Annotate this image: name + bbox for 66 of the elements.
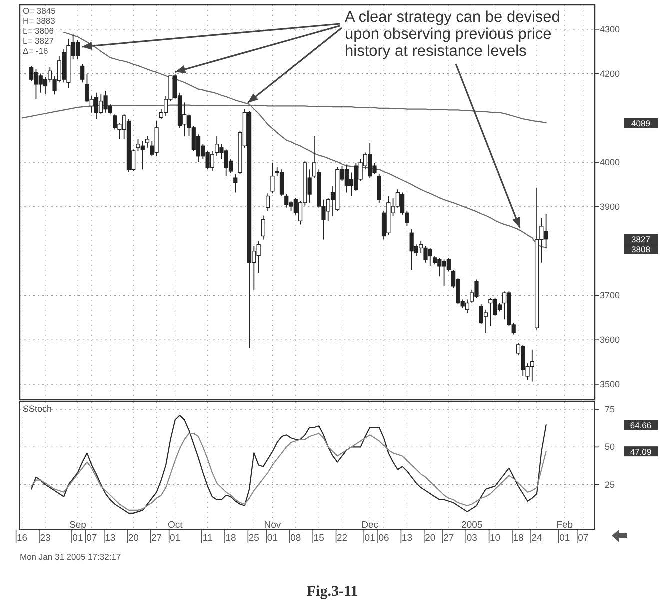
x-tick-label: Dec 01	[362, 520, 379, 544]
annotation: O= 3845	[23, 6, 56, 16]
y-tick-label: 3500	[600, 379, 620, 390]
x-tick-label: 22	[336, 533, 348, 544]
candlestick	[145, 136, 150, 148]
x-tick-label: 18	[513, 533, 524, 544]
y-tick-label: 4000	[600, 158, 620, 168]
x-tick-label: 25	[248, 533, 260, 544]
x-tick-label: 13	[105, 533, 116, 544]
text: 3827	[632, 234, 651, 245]
x-tick-label: 23	[40, 533, 51, 544]
candlestick	[76, 40, 80, 60]
chart-title: SStoch	[23, 404, 52, 414]
annotation: A clear strategy can be devised upon observing previous price history at resistance levels	[345, 9, 560, 60]
x-tick-label: 11	[202, 533, 213, 544]
text: 3808	[632, 244, 651, 255]
x-tick-label: 18	[226, 533, 236, 544]
y-tick-label: 75	[604, 404, 616, 415]
x-tick-label: Nov 01	[264, 520, 282, 544]
annotation: L= 3806	[23, 26, 54, 36]
caption: Fig.3-11	[306, 584, 358, 600]
line-series	[31, 433, 547, 511]
x-tick-label: 27	[444, 533, 454, 544]
x-tick-label: 20	[128, 533, 139, 544]
y-tick-label: 4200	[600, 68, 620, 79]
y-tick-label: 3900	[600, 202, 620, 212]
annotation: H= 3883	[23, 16, 56, 26]
x-tick-label: 08	[290, 533, 302, 544]
y-tick-label: 25	[604, 480, 616, 490]
candlestick	[266, 193, 270, 212]
candlestick	[465, 299, 470, 314]
text: 4089	[632, 118, 651, 128]
x-tick-label: Sep 01	[70, 520, 86, 544]
candlestick	[234, 174, 238, 194]
candlestick	[270, 162, 275, 194]
x-tick-label: 10	[490, 533, 501, 544]
text: 64.66	[630, 420, 652, 430]
candlestick	[261, 215, 266, 240]
x-tick-label: 20	[425, 533, 436, 544]
candlestick	[484, 309, 488, 334]
x-tick-label: 07	[578, 533, 589, 544]
x-tick-label: 2005 03	[462, 520, 483, 544]
x-tick-label: 24	[532, 533, 542, 544]
y-tick-label: 50	[604, 442, 616, 452]
text: 47.09	[630, 446, 652, 457]
annotation: Δ= -16	[23, 46, 49, 56]
x-tick-label: 13	[402, 533, 412, 544]
line-series	[31, 415, 547, 514]
y-tick-label: 3700	[600, 290, 620, 301]
candlestick	[80, 64, 85, 84]
x-tick-label: 16	[17, 533, 28, 544]
x-tick-label: 07	[86, 533, 98, 544]
x-tick-label: 06	[378, 533, 390, 544]
x-tick-label: Oct 01	[168, 520, 184, 544]
candlestick	[113, 114, 118, 130]
x-tick-label: 27	[152, 533, 162, 544]
annotation: L= 3827	[23, 36, 54, 46]
candlestick	[94, 92, 99, 120]
candlestick	[210, 150, 214, 172]
candlestick	[377, 174, 382, 204]
x-tick-label: 15	[314, 533, 324, 544]
y-tick-label: 3600	[600, 335, 620, 346]
text: Mon Jan 31 2005 17:32:17	[20, 552, 122, 562]
x-tick-label: Feb 01	[556, 520, 574, 544]
candlestick	[280, 169, 284, 197]
y-tick-label: 4300	[600, 24, 620, 34]
